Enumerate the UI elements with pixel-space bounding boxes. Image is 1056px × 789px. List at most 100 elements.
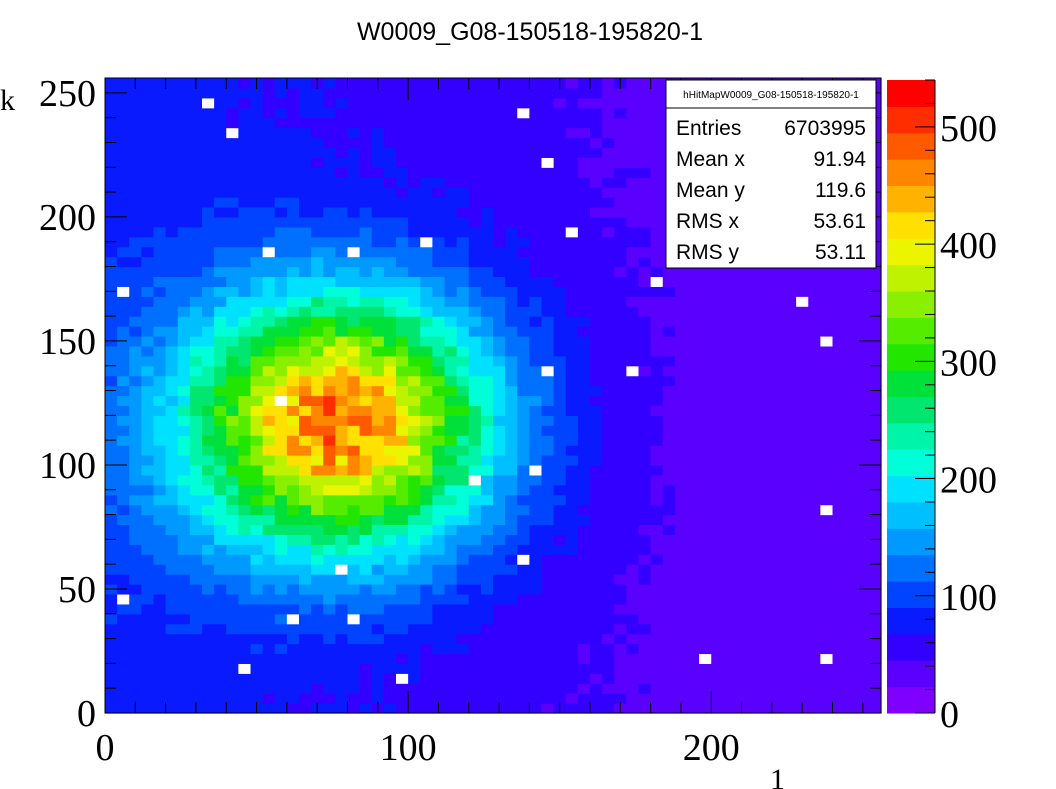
heatmap-cell xyxy=(626,236,640,248)
heatmap-cell xyxy=(274,564,288,575)
heatmap-cell xyxy=(286,256,300,268)
heatmap-cell xyxy=(602,306,615,317)
colorbar-segment xyxy=(887,106,935,134)
heatmap-cell xyxy=(238,564,252,575)
heatmap-cell xyxy=(105,266,118,278)
heatmap-cell xyxy=(129,504,142,516)
heatmap-cell xyxy=(747,435,761,446)
heatmap-cell xyxy=(177,564,191,575)
heatmap-cell xyxy=(759,514,773,526)
heatmap-cell xyxy=(517,673,530,684)
heatmap-cell xyxy=(286,365,300,377)
heatmap-cell xyxy=(541,633,555,645)
heatmap-cell xyxy=(711,673,724,684)
heatmap-cell xyxy=(808,534,821,545)
heatmap-cell xyxy=(347,653,361,664)
heatmap-cell xyxy=(432,226,446,238)
heatmap-cell xyxy=(577,464,591,476)
heatmap-cell xyxy=(165,534,179,545)
heatmap-cell xyxy=(189,484,203,496)
heatmap-cell xyxy=(105,147,118,158)
heatmap-cell xyxy=(105,107,118,119)
heatmap-cell xyxy=(553,415,567,426)
heatmap-cell xyxy=(856,603,870,615)
heatmap-cell xyxy=(347,335,361,347)
heatmap-cell xyxy=(311,653,324,664)
heatmap-cell xyxy=(699,703,712,714)
heatmap-cell xyxy=(674,484,688,496)
heatmap-cell xyxy=(638,564,652,575)
heatmap-cell xyxy=(189,514,203,526)
heatmap-cell xyxy=(856,534,870,545)
heatmap-cell xyxy=(541,415,555,426)
heatmap-cell xyxy=(129,107,142,119)
heatmap-cell xyxy=(165,494,179,506)
heatmap-cell xyxy=(274,177,288,188)
heatmap-cell xyxy=(189,107,203,119)
heatmap-cell xyxy=(165,554,179,565)
heatmap-cell xyxy=(177,435,191,446)
heatmap-cell xyxy=(626,197,640,208)
heatmap-cell xyxy=(480,514,494,526)
heatmap-cell xyxy=(480,494,494,506)
heatmap-cell xyxy=(650,623,664,635)
heatmap-cell xyxy=(129,663,142,674)
heatmap-cell xyxy=(408,693,421,704)
heatmap-cell xyxy=(250,405,264,416)
heatmap-cell xyxy=(553,395,567,407)
heatmap-cell xyxy=(141,246,155,258)
heatmap-cell xyxy=(153,326,167,337)
heatmap-cell xyxy=(274,703,288,714)
heatmap-cell xyxy=(468,504,482,516)
heatmap-cell xyxy=(565,375,579,387)
heatmap-cell xyxy=(650,435,664,446)
heatmap-cell xyxy=(541,623,555,635)
heatmap-cell xyxy=(371,276,385,287)
heatmap-cell xyxy=(202,286,215,297)
heatmap-cell xyxy=(420,703,433,714)
heatmap-cell xyxy=(262,673,276,684)
heatmap-cell xyxy=(517,117,530,129)
heatmap-cell xyxy=(335,633,349,645)
heatmap-cell xyxy=(396,127,409,139)
heatmap-cell xyxy=(687,663,700,674)
heatmap-cell xyxy=(517,355,530,367)
heatmap-cell xyxy=(117,425,130,436)
heatmap-cell xyxy=(771,395,785,407)
heatmap-cell xyxy=(565,216,579,228)
heatmap-cell xyxy=(420,524,433,535)
heatmap-cell xyxy=(614,584,627,595)
heatmap-cell xyxy=(650,167,664,178)
heatmap-cell xyxy=(214,395,227,407)
heatmap-cell xyxy=(153,256,167,268)
heatmap-cell xyxy=(238,494,252,506)
heatmap-cell xyxy=(590,137,603,149)
heatmap-cell xyxy=(759,296,773,307)
heatmap-cell xyxy=(238,345,252,357)
heatmap-cell xyxy=(832,623,846,635)
heatmap-cell xyxy=(129,206,142,218)
heatmap-cell xyxy=(117,633,130,645)
z-tick-label: 500 xyxy=(940,108,997,150)
heatmap-cell xyxy=(747,484,761,496)
heatmap-cell xyxy=(529,435,543,446)
heatmap-cell xyxy=(335,127,349,139)
heatmap-cell xyxy=(723,603,737,615)
heatmap-cell xyxy=(165,197,179,208)
heatmap-cell xyxy=(347,484,361,496)
heatmap-cell xyxy=(493,435,506,446)
heatmap-cell xyxy=(638,157,652,168)
heatmap-cell xyxy=(711,643,724,655)
heatmap-cell xyxy=(383,197,397,208)
heatmap-cell xyxy=(468,494,482,506)
heatmap-cell xyxy=(238,464,252,476)
heatmap-cell xyxy=(177,593,191,605)
heatmap-cell xyxy=(177,504,191,516)
colorbar-segment xyxy=(887,159,935,187)
heatmap-cell xyxy=(590,127,603,139)
heatmap-cell xyxy=(505,375,518,387)
heatmap-cell xyxy=(868,554,882,565)
heatmap-cell xyxy=(335,425,349,436)
heatmap-cell xyxy=(505,385,518,397)
heatmap-cell xyxy=(250,663,264,674)
